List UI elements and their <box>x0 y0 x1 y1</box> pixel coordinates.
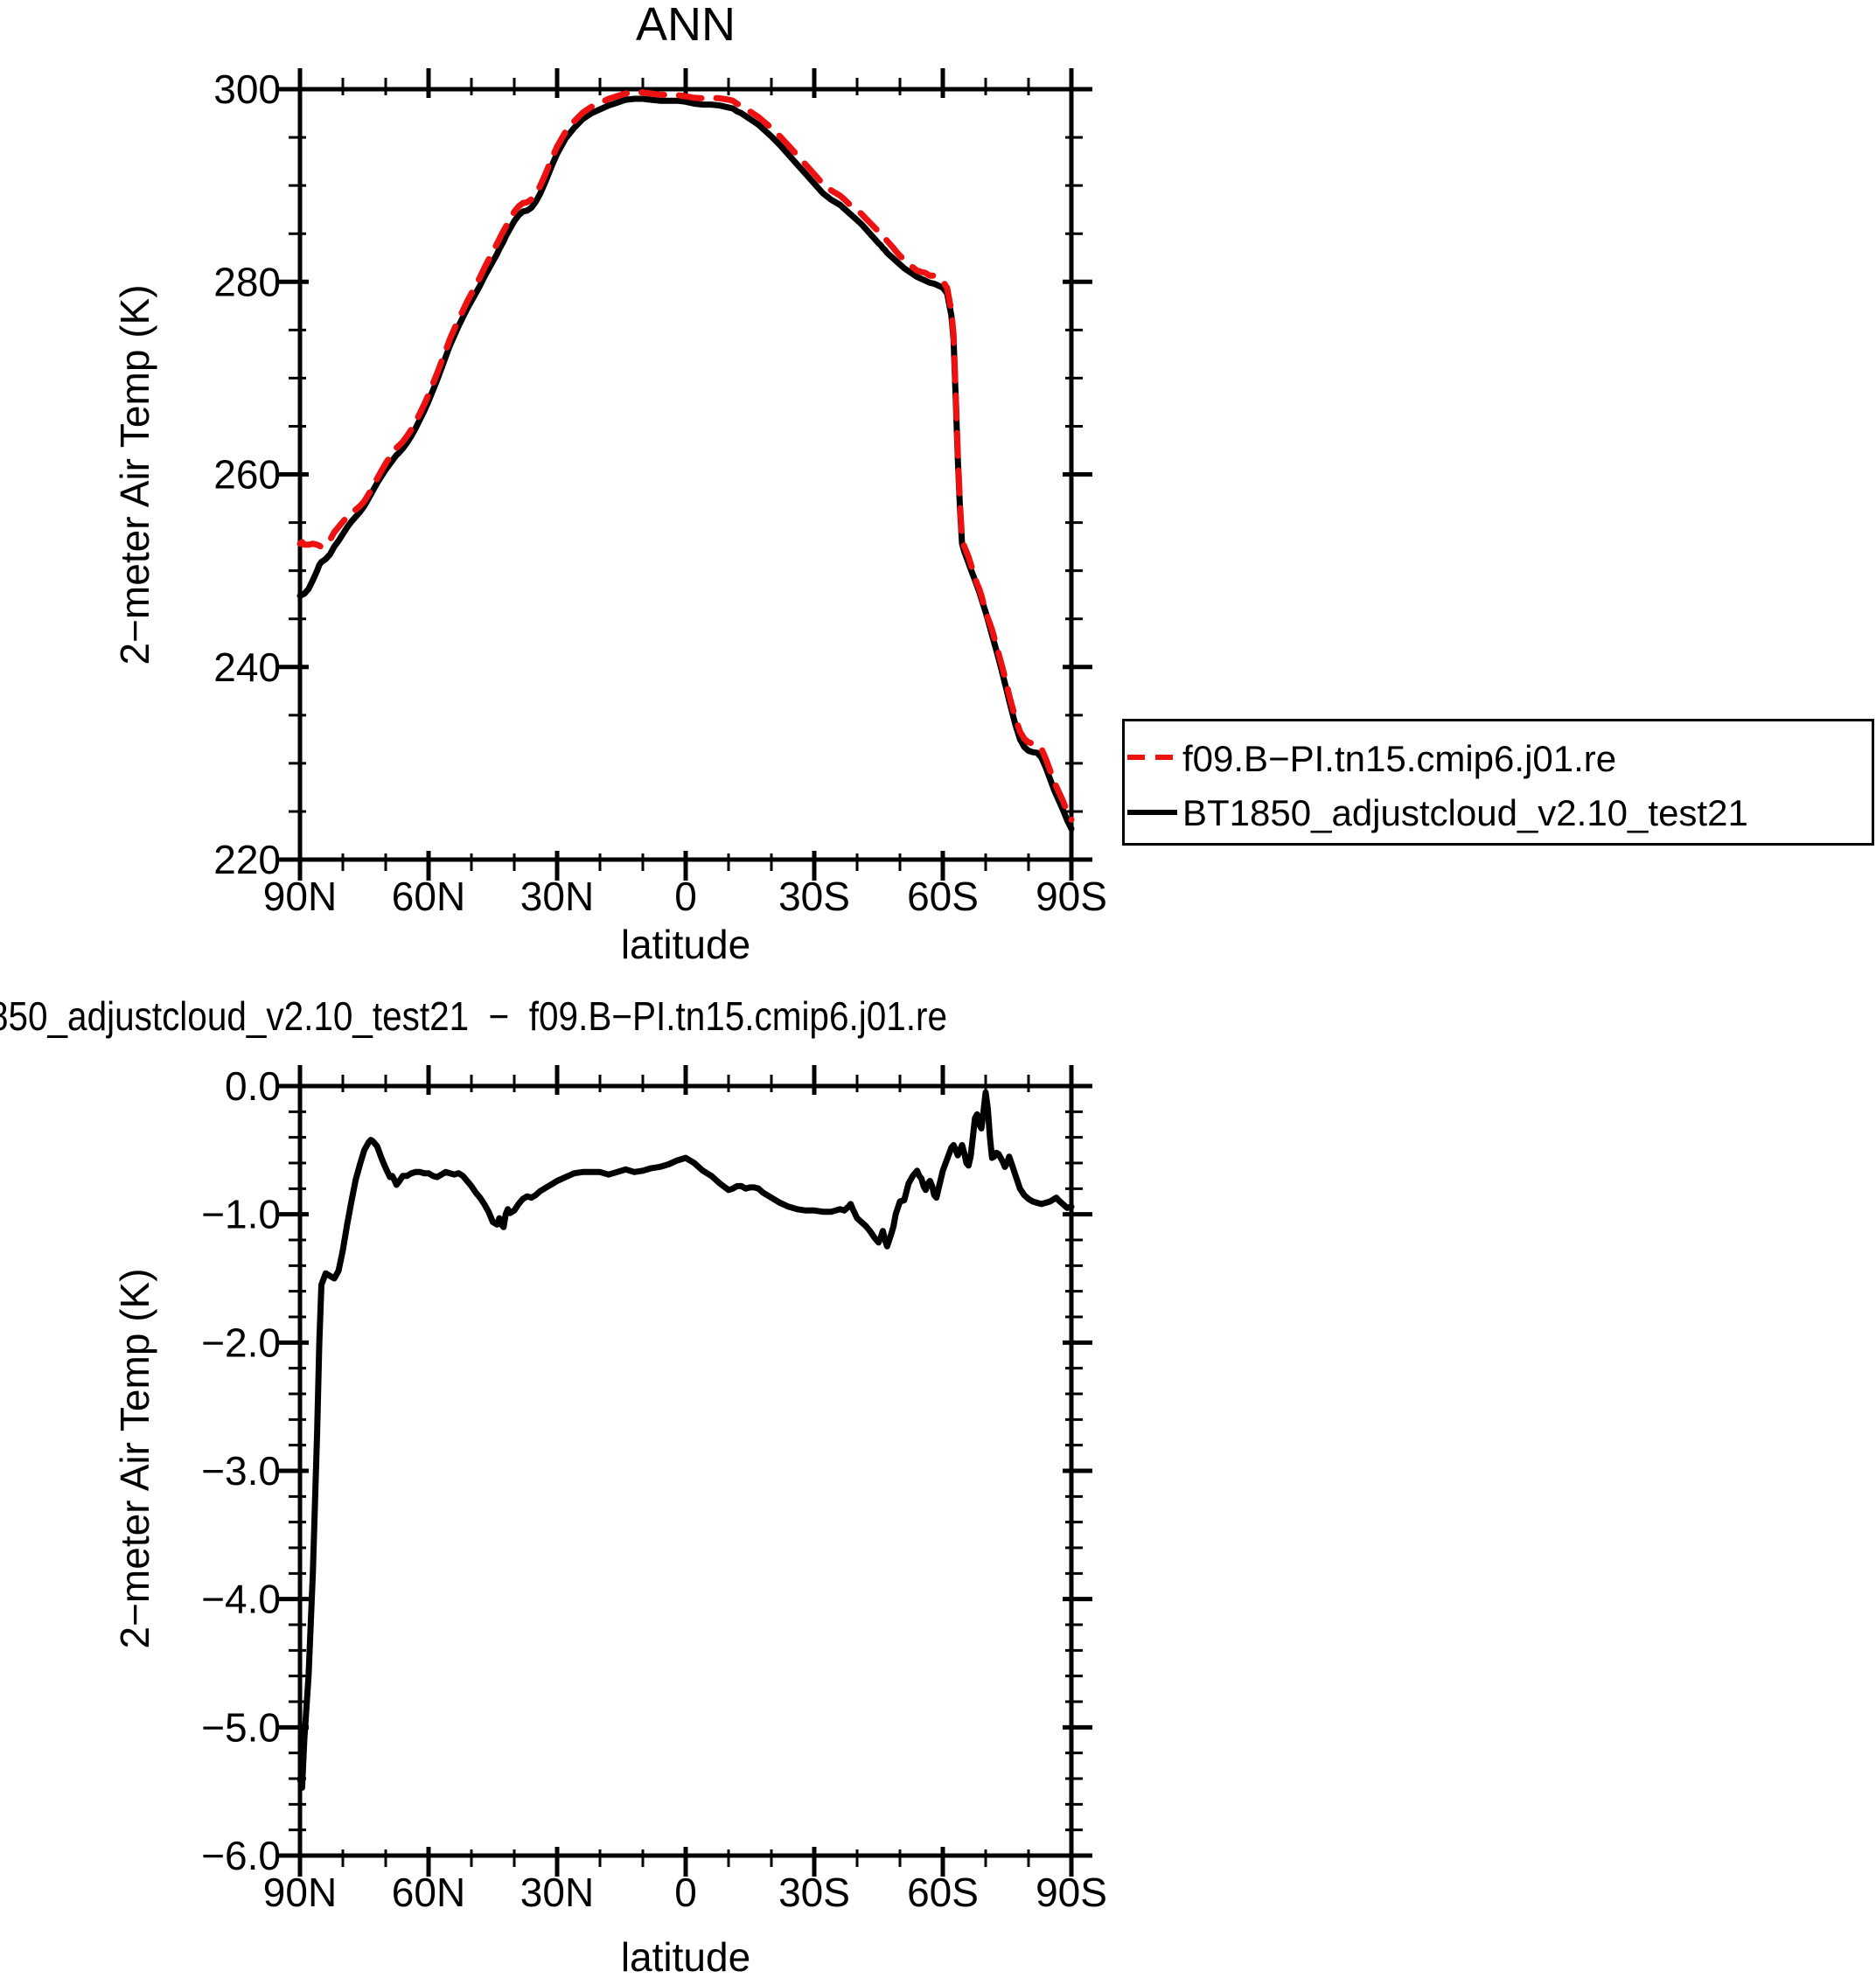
y-tick-label: −4.0 <box>201 1577 281 1622</box>
y-tick-label: −3.0 <box>201 1448 281 1494</box>
series-line-solid <box>296 95 1075 832</box>
top-chart-title: ANN <box>635 0 736 51</box>
y-tick-label: 300 <box>213 66 281 112</box>
y-tick-label: −5.0 <box>201 1704 281 1750</box>
bottom-chart-title: 850_adjustcloud_v2.10_test21 − f09.B−PI.… <box>0 993 947 1039</box>
x-tick-label: 90S <box>1036 1870 1107 1915</box>
y-tick-label: −2.0 <box>201 1320 281 1365</box>
y-tick-label: 220 <box>213 837 281 882</box>
x-tick-label: 30N <box>520 1870 594 1915</box>
legend <box>1122 719 1874 846</box>
x-tick-label: 60N <box>392 1870 465 1915</box>
series-line-dashed <box>296 89 1075 823</box>
bottom-xaxis-title: latitude <box>620 1934 751 1980</box>
x-tick-label: 60S <box>907 874 979 919</box>
y-tick-label: 280 <box>213 259 281 304</box>
x-tick-label: 30N <box>520 874 594 919</box>
top-xaxis-title: latitude <box>620 922 751 967</box>
legend-label-black-series: BT1850_adjustcloud_v2.10_test21 <box>1182 792 1748 833</box>
series-line-solid <box>296 1089 1075 1791</box>
y-tick-label: −1.0 <box>201 1192 281 1237</box>
x-tick-label: 0 <box>674 1870 697 1915</box>
y-tick-label: −6.0 <box>201 1833 281 1878</box>
legend-label-red-series: f09.B−PI.tn15.cmip6.j01.re <box>1182 738 1617 779</box>
top-yaxis-title: 2−meter Air Temp (K) <box>111 284 157 665</box>
y-tick-label: 0.0 <box>225 1063 281 1109</box>
y-tick-label: 240 <box>213 644 281 690</box>
x-tick-label: 90S <box>1036 874 1107 919</box>
y-tick-label: 260 <box>213 452 281 498</box>
x-tick-label: 90N <box>263 1870 337 1915</box>
plot-frame <box>297 1083 1074 1858</box>
x-tick-label: 30S <box>778 1870 850 1915</box>
x-tick-label: 30S <box>778 874 850 919</box>
x-tick-label: 60N <box>392 874 465 919</box>
x-tick-label: 0 <box>674 874 697 919</box>
x-tick-label: 90N <box>263 874 337 919</box>
bottom-yaxis-title: 2−meter Air Temp (K) <box>111 1268 157 1649</box>
x-tick-label: 60S <box>907 1870 979 1915</box>
